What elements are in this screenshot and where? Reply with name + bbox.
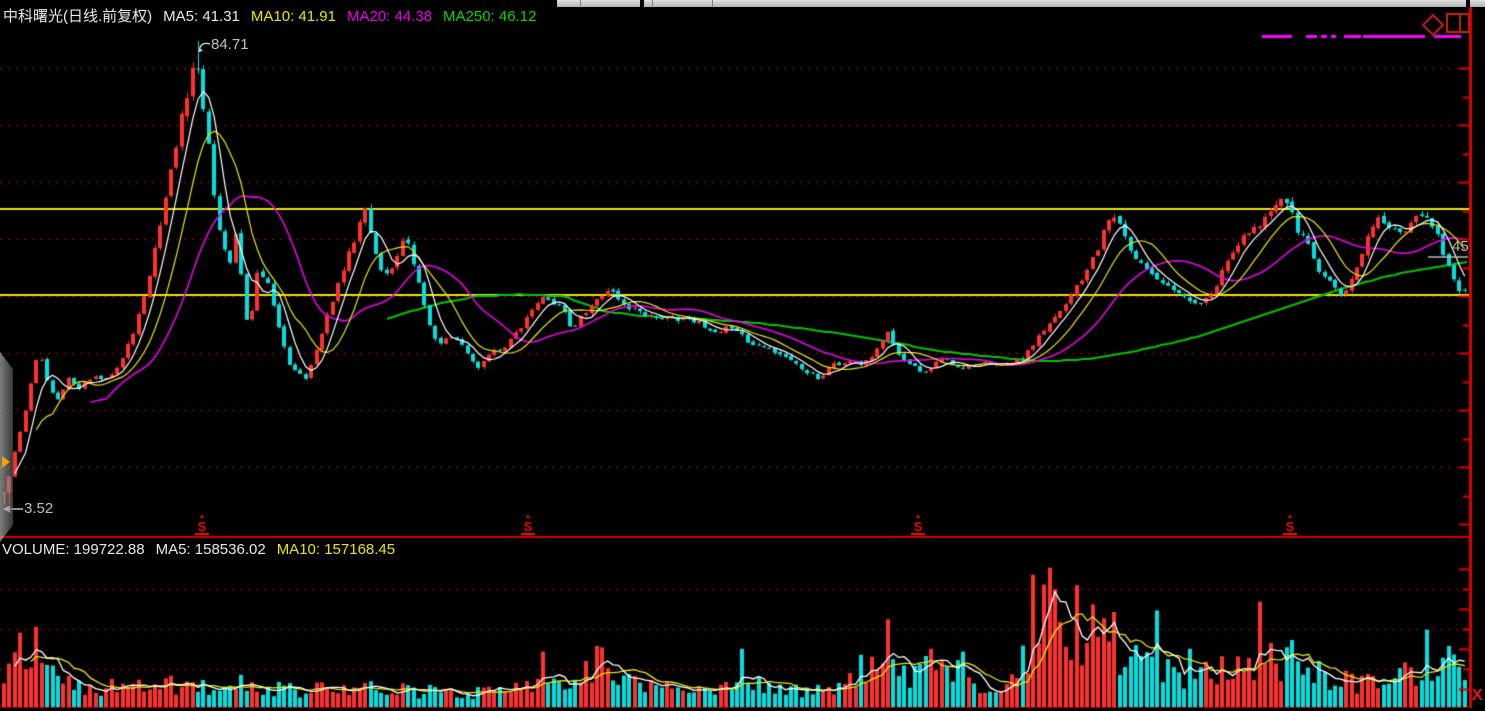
volume-header: VOLUME: 199722.88 MA5: 158536.02 MA10: 157… (2, 541, 406, 558)
sell-marker-triangle-icon: ▲ (198, 513, 206, 520)
split-window-divider (1459, 15, 1461, 31)
toolbar-notch (1466, 0, 1470, 7)
ma10-readout: MA10: 41.91 (250, 8, 336, 25)
sell-marker-glyph: S (1283, 520, 1297, 535)
sell-marker: ▲ S (1283, 513, 1297, 535)
ma250-readout: MA250: 46.12 (443, 8, 537, 25)
sell-marker: ▲ S (195, 513, 209, 535)
toolbar-edge (557, 0, 1485, 7)
sell-marker: ▲ S (911, 513, 925, 535)
volume-readout: VOLUME: 199722.88 (2, 541, 145, 558)
toolbar-separator (580, 0, 581, 7)
sell-marker: ▲ S (521, 513, 535, 535)
sell-marker-glyph: S (195, 520, 209, 535)
sell-marker-glyph: S (521, 520, 535, 535)
split-window-icon[interactable] (1446, 13, 1470, 33)
toolbar-separator (712, 0, 713, 7)
close-pane-icon[interactable]: X (1472, 687, 1483, 704)
volume-ma5-readout: MA5: 158536.02 (155, 541, 266, 558)
sell-marker-triangle-icon: ▲ (1286, 513, 1294, 520)
toolbar-separator (652, 0, 653, 7)
toolbar-notch (640, 0, 644, 7)
expand-right-icon (2, 456, 10, 468)
sell-marker-triangle-icon: ▲ (524, 513, 532, 520)
peak-arrow-icon (198, 42, 211, 53)
peak-price-label: 84.71 (211, 36, 249, 53)
peak-price-annotation: 84.71 (197, 36, 249, 53)
ma20-readout: MA20: 44.38 (346, 8, 433, 25)
volume-ma10-readout: MA10: 157168.45 (276, 541, 396, 558)
symbol-title: 中科曙光(日线.前复权) (3, 8, 153, 25)
chart-header: 中科曙光(日线.前复权) MA5: 41.31 MA10: 41.91 MA20: 4… (3, 5, 547, 26)
sell-marker-triangle-icon: ▲ (914, 513, 922, 520)
ma5-readout: MA5: 41.31 (163, 8, 240, 25)
right-edge-price-label: 45 (1452, 238, 1469, 255)
left-panel-handle[interactable] (0, 352, 13, 542)
low-price-label: 3.52 (24, 500, 54, 517)
sell-marker-glyph: S (911, 520, 925, 535)
